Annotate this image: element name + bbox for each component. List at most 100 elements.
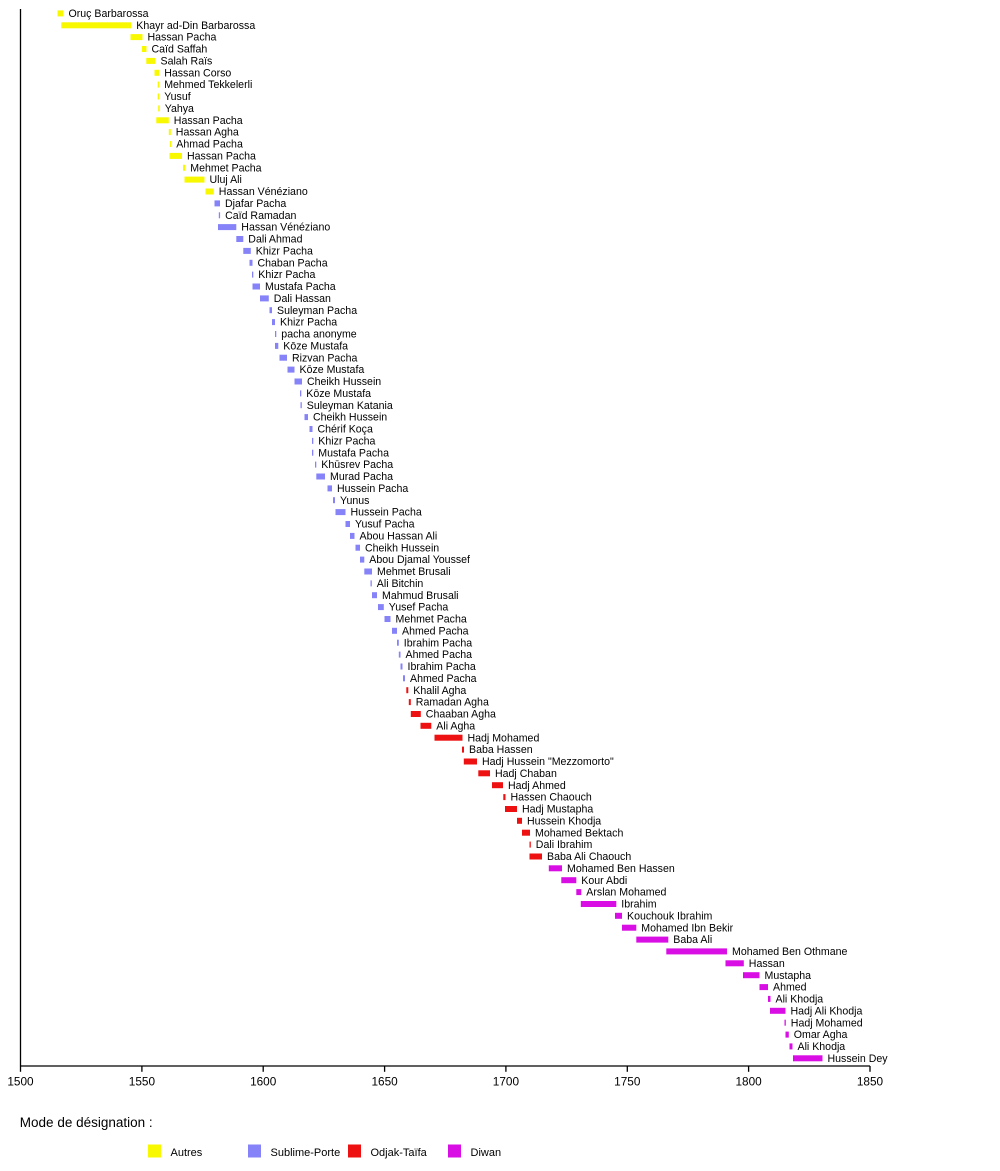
svg-text:Arslan Mohamed: Arslan Mohamed <box>586 887 666 899</box>
svg-text:Diwan: Diwan <box>471 1147 502 1159</box>
svg-text:Ahmad Pacha: Ahmad Pacha <box>176 139 243 151</box>
svg-text:Kouchouk Ibrahim: Kouchouk Ibrahim <box>627 910 713 922</box>
svg-text:Hassen Chaouch: Hassen Chaouch <box>511 792 592 804</box>
svg-text:Dali Ibrahim: Dali Ibrahim <box>536 839 593 851</box>
svg-text:Hadj Ahmed: Hadj Ahmed <box>508 780 566 792</box>
svg-text:1800: 1800 <box>735 1075 762 1089</box>
svg-text:Khizr Pacha: Khizr Pacha <box>258 269 315 281</box>
svg-text:Chaaban Agha: Chaaban Agha <box>426 709 496 721</box>
svg-text:Ahmed: Ahmed <box>773 982 807 994</box>
svg-text:Yusuf: Yusuf <box>164 91 191 103</box>
svg-text:Ahmed Pacha: Ahmed Pacha <box>410 673 477 685</box>
svg-text:Mohamed Bektach: Mohamed Bektach <box>535 827 623 839</box>
svg-text:Kour Abdi: Kour Abdi <box>581 875 627 887</box>
svg-text:Oruç Barbarossa: Oruç Barbarossa <box>69 8 149 20</box>
svg-text:Omar Agha: Omar Agha <box>794 1029 848 1041</box>
svg-text:Baba Ali Chaouch: Baba Ali Chaouch <box>547 851 631 863</box>
svg-text:Hassan Vénéziano: Hassan Vénéziano <box>241 222 330 234</box>
svg-text:Hassan Pacha: Hassan Pacha <box>174 115 243 127</box>
svg-text:Suleyman Katania: Suleyman Katania <box>307 400 393 412</box>
svg-text:Ramadan Agha: Ramadan Agha <box>416 697 489 709</box>
svg-text:Chaban Pacha: Chaban Pacha <box>258 257 328 269</box>
svg-text:1750: 1750 <box>614 1075 641 1089</box>
svg-text:Hussein Khodja: Hussein Khodja <box>527 815 601 827</box>
svg-text:Baba Hassen: Baba Hassen <box>469 744 533 756</box>
svg-text:Sublime-Porte: Sublime-Porte <box>271 1147 341 1159</box>
svg-text:Khūsrev Pacha: Khūsrev Pacha <box>321 459 393 471</box>
svg-text:Mehmed Tekkelerli: Mehmed Tekkelerli <box>164 79 252 91</box>
svg-text:Khizr Pacha: Khizr Pacha <box>280 317 337 329</box>
svg-text:Mehmet Pacha: Mehmet Pacha <box>190 162 261 174</box>
svg-text:Abou Hassan Ali: Abou Hassan Ali <box>360 531 438 543</box>
svg-text:Odjak-Taïfa: Odjak-Taïfa <box>371 1147 428 1159</box>
svg-text:Hussein Pacha: Hussein Pacha <box>351 507 422 519</box>
svg-text:Ali Khodja: Ali Khodja <box>798 1041 846 1053</box>
svg-text:Mehmet Pacha: Mehmet Pacha <box>396 614 467 626</box>
svg-text:pacha anonyme: pacha anonyme <box>281 329 356 341</box>
svg-text:Murad Pacha: Murad Pacha <box>330 471 393 483</box>
svg-text:1700: 1700 <box>493 1075 520 1089</box>
svg-text:Yahya: Yahya <box>165 103 194 115</box>
svg-text:Caïd Saffah: Caïd Saffah <box>152 44 208 56</box>
svg-text:Mahmud Brusali: Mahmud Brusali <box>382 590 459 602</box>
svg-text:Rizvan Pacha: Rizvan Pacha <box>292 352 357 364</box>
svg-text:Cheikh Hussein: Cheikh Hussein <box>313 412 387 424</box>
svg-text:Yusuf Pacha: Yusuf Pacha <box>355 519 415 531</box>
svg-text:Suleyman Pacha: Suleyman Pacha <box>277 305 357 317</box>
svg-text:Yusef Pacha: Yusef Pacha <box>389 602 449 614</box>
svg-text:Cheikh Hussein: Cheikh Hussein <box>365 542 439 554</box>
svg-text:Mohamed Ben Hassen: Mohamed Ben Hassen <box>567 863 675 875</box>
svg-text:Kōze Mustafa: Kōze Mustafa <box>306 388 371 400</box>
svg-text:Ali Agha: Ali Agha <box>436 720 475 732</box>
svg-text:1550: 1550 <box>129 1075 156 1089</box>
svg-text:Mehmet Brusali: Mehmet Brusali <box>377 566 451 578</box>
svg-text:Cheikh Hussein: Cheikh Hussein <box>307 376 381 388</box>
svg-text:Ali Bitchin: Ali Bitchin <box>377 578 424 590</box>
svg-text:Ali Khodja: Ali Khodja <box>776 994 824 1006</box>
svg-text:Hassan: Hassan <box>749 958 785 970</box>
svg-text:Ahmed Pacha: Ahmed Pacha <box>406 649 473 661</box>
svg-text:1850: 1850 <box>857 1075 884 1089</box>
svg-text:Hadj Mohamed: Hadj Mohamed <box>468 732 540 744</box>
svg-text:Mustafa Pacha: Mustafa Pacha <box>265 281 336 293</box>
svg-text:Chérif Koça: Chérif Koça <box>318 424 373 436</box>
svg-text:Mustapha: Mustapha <box>765 970 812 982</box>
svg-text:Abou Djamal Youssef: Abou Djamal Youssef <box>369 554 470 566</box>
svg-text:Kōze Mustafa: Kōze Mustafa <box>283 341 348 353</box>
svg-text:Hadj Chaban: Hadj Chaban <box>495 768 557 780</box>
svg-text:Hadj Mohamed: Hadj Mohamed <box>791 1017 863 1029</box>
svg-text:Baba Ali: Baba Ali <box>673 934 712 946</box>
svg-text:Dali Ahmad: Dali Ahmad <box>248 234 302 246</box>
svg-text:Caïd Ramadan: Caïd Ramadan <box>225 210 296 222</box>
svg-text:Ahmed Pacha: Ahmed Pacha <box>402 625 469 637</box>
svg-text:Hassan Pacha: Hassan Pacha <box>148 32 217 44</box>
svg-text:1650: 1650 <box>371 1075 398 1089</box>
svg-text:Hassan Pacha: Hassan Pacha <box>187 151 256 163</box>
svg-text:Hussein Dey: Hussein Dey <box>828 1053 889 1065</box>
svg-text:Salah Raïs: Salah Raïs <box>161 56 213 68</box>
svg-text:Hussein Pacha: Hussein Pacha <box>337 483 408 495</box>
svg-text:Hassan Corso: Hassan Corso <box>164 67 231 79</box>
svg-text:Dali Hassan: Dali Hassan <box>274 293 331 305</box>
svg-text:Yunus: Yunus <box>340 495 369 507</box>
svg-text:Hadj Hussein "Mezzomorto": Hadj Hussein "Mezzomorto" <box>482 756 614 768</box>
svg-text:Mustafa Pacha: Mustafa Pacha <box>318 447 389 459</box>
svg-text:Ibrahim: Ibrahim <box>621 899 656 911</box>
svg-text:Hadj Mustapha: Hadj Mustapha <box>522 804 593 816</box>
svg-text:Mohamed Ben Othmane: Mohamed Ben Othmane <box>732 946 848 958</box>
svg-text:Autres: Autres <box>171 1147 203 1159</box>
svg-text:Ibrahim Pacha: Ibrahim Pacha <box>404 637 472 649</box>
svg-text:Khalil Agha: Khalil Agha <box>413 685 466 697</box>
svg-text:1500: 1500 <box>7 1075 34 1089</box>
svg-text:Khayr ad-Din Barbarossa: Khayr ad-Din Barbarossa <box>136 20 255 32</box>
svg-text:Mohamed Ibn Bekir: Mohamed Ibn Bekir <box>641 922 733 934</box>
svg-text:Kōze Mustafa: Kōze Mustafa <box>300 364 365 376</box>
svg-text:Ibrahim Pacha: Ibrahim Pacha <box>408 661 476 673</box>
svg-text:Hassan Vénéziano: Hassan Vénéziano <box>219 186 308 198</box>
svg-text:Khizr Pacha: Khizr Pacha <box>318 436 375 448</box>
svg-text:Khizr Pacha: Khizr Pacha <box>256 246 313 258</box>
svg-text:Djafar Pacha: Djafar Pacha <box>225 198 286 210</box>
svg-text:Hassan Agha: Hassan Agha <box>176 127 239 139</box>
svg-text:Mode de désignation :: Mode de désignation : <box>20 1115 153 1130</box>
svg-text:1600: 1600 <box>250 1075 277 1089</box>
